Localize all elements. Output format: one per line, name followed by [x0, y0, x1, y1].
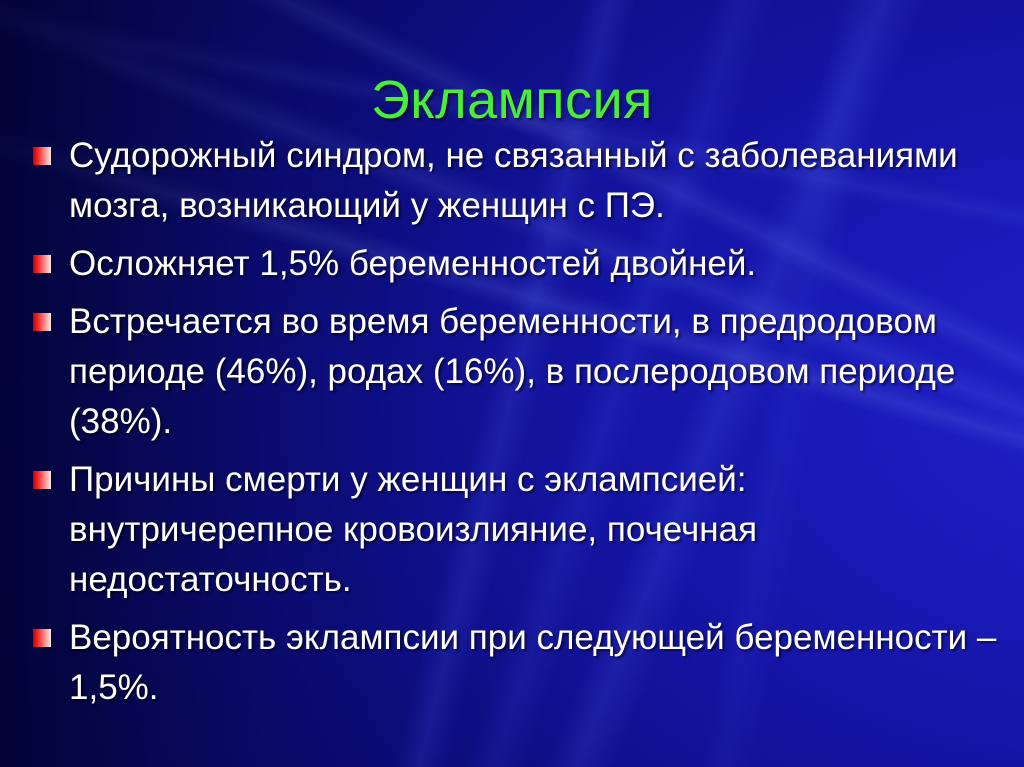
list-item-label: Осложняет 1,5% беременностей двойней. — [69, 244, 757, 283]
list-item: Причины смерти у женщин с эклампсией: вн… — [22, 455, 1002, 605]
list-item-label: Вероятность эклампсии при следующей бере… — [69, 618, 997, 707]
list-item-label: Причины смерти у женщин с эклампсией: вн… — [69, 460, 758, 599]
list-item-label: Судорожный синдром, не связанный с забол… — [69, 136, 958, 225]
list-item: Судорожный синдром, не связанный с забол… — [22, 131, 1002, 231]
list-item: Осложняет 1,5% беременностей двойней. — [22, 239, 1002, 289]
square-bullet-icon — [33, 629, 51, 647]
list-item: Вероятность эклампсии при следующей бере… — [22, 613, 1002, 713]
slide-title: Эклампсия — [371, 70, 653, 131]
square-bullet-icon — [33, 313, 51, 331]
square-bullet-icon — [33, 471, 51, 489]
list-item-label: Встречается во время беременности, в пре… — [69, 302, 956, 441]
square-bullet-icon — [33, 147, 51, 165]
square-bullet-icon — [33, 255, 51, 273]
list-item: Встречается во время беременности, в пре… — [22, 297, 1002, 447]
bullet-list: Судорожный синдром, не связанный с забол… — [22, 131, 1002, 721]
